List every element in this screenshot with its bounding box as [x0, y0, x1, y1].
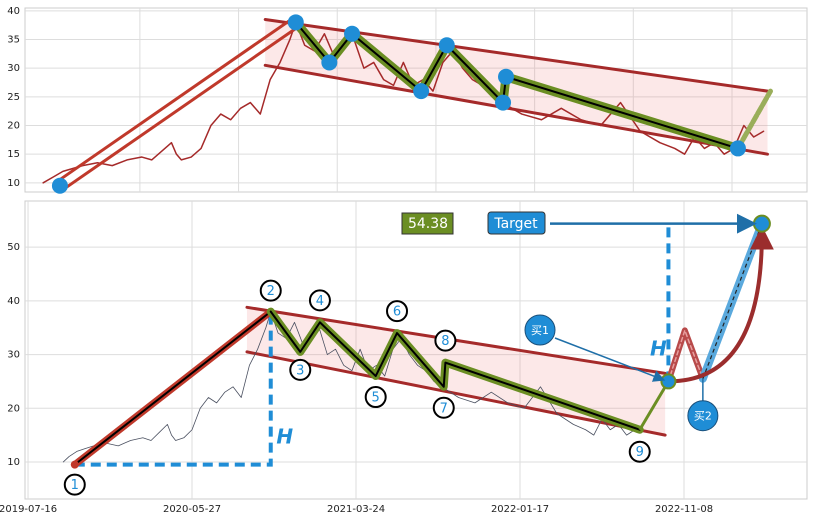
target-value: 54.38: [408, 216, 448, 232]
pattern-line: [667, 329, 704, 383]
buy2-label: 买2: [694, 410, 712, 423]
x-tick-label: 2019-07-16: [0, 504, 57, 515]
wave-label: 3: [296, 363, 304, 378]
y-tick-label: 40: [7, 6, 20, 17]
x-tick-label: 2020-05-27: [163, 504, 221, 515]
wave-label-circle: [628, 440, 651, 463]
rise-line: [55, 16, 295, 184]
channel-lower: [245, 350, 667, 437]
breakout-line: [638, 380, 670, 431]
wave-label: 9: [636, 445, 644, 460]
y-tick-label: 10: [7, 178, 20, 189]
channel-lower: [263, 63, 770, 156]
target-point: [752, 214, 771, 233]
wave-point: [70, 460, 79, 469]
y-tick-label: 35: [7, 35, 20, 46]
extension-line: [735, 88, 773, 151]
wave-point: [495, 94, 512, 111]
wave-label: 1: [71, 478, 79, 493]
y-tick-label: 40: [7, 296, 20, 307]
wave-label: 2: [267, 284, 275, 299]
wave-label-circle: [289, 358, 312, 381]
wave-label-circle: [386, 300, 409, 323]
y-tick-label: 20: [7, 403, 20, 414]
buy1-circle: [524, 314, 556, 346]
height-label: H: [650, 337, 667, 361]
height-label: H: [276, 425, 293, 449]
wave-label: 4: [316, 294, 324, 309]
y-tick-label: 15: [7, 149, 20, 160]
pattern-point: [660, 373, 677, 390]
wave-point: [413, 83, 430, 100]
x-tick-label: 2022-01-17: [491, 504, 549, 515]
y-tick-label: 25: [7, 92, 20, 103]
buy1-arrow: [554, 337, 666, 382]
wave-label-circle: [259, 279, 282, 302]
y-tick-label: 30: [7, 350, 20, 361]
rise-line: [61, 24, 301, 192]
wave-label: 7: [440, 401, 448, 416]
rise-center: [73, 310, 272, 466]
wave-label-circle: [308, 289, 331, 312]
wave-point: [51, 177, 68, 194]
wave-label-circle: [63, 473, 86, 496]
x-tick-label: 2022-11-08: [655, 504, 713, 515]
wave-label-circle: [434, 329, 457, 352]
wave-point: [287, 14, 304, 31]
wave-center: [269, 310, 641, 431]
wave-point: [729, 140, 746, 157]
buy1-label: 买1: [531, 324, 549, 337]
target-box: [487, 211, 546, 235]
y-tick-label: 10: [7, 457, 20, 468]
wave-point: [344, 25, 361, 42]
y-tick-label: 50: [7, 242, 20, 253]
value-box: [401, 212, 454, 235]
y-tick-label: 30: [7, 63, 20, 74]
wave-label: 5: [372, 391, 380, 406]
wave-point: [321, 54, 338, 71]
wave-point: [438, 37, 455, 54]
plot-frame: [24, 7, 808, 193]
x-tick-label: 2021-03-24: [327, 504, 385, 515]
height-dash: [74, 311, 273, 467]
wave-label-circle: [364, 386, 387, 409]
y-tick-label: 20: [7, 121, 20, 132]
wave-label: 8: [441, 334, 449, 349]
target-label: Target: [493, 216, 538, 232]
price-line: [42, 21, 765, 184]
wave-label: 6: [393, 305, 401, 320]
wave-point: [498, 68, 515, 85]
target-curve: [668, 225, 774, 384]
wave-label-circle: [432, 396, 455, 419]
buy2-circle: [687, 400, 719, 432]
